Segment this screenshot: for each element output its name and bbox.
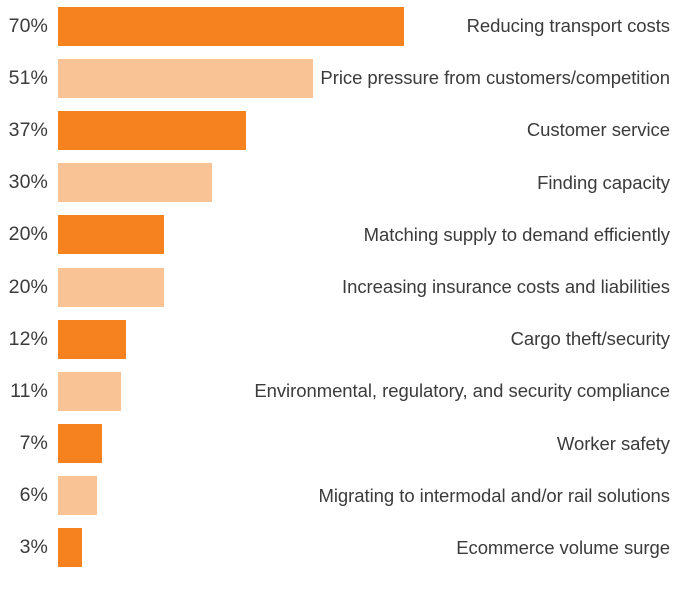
bar: [58, 371, 121, 411]
chart-row: 7% Worker safety: [0, 418, 689, 470]
chart-row: 37% Customer service: [0, 104, 689, 156]
bar: [58, 163, 212, 203]
bar: [58, 424, 102, 464]
bar-category-label: Cargo theft/security: [510, 328, 670, 350]
bar-track: Worker safety: [58, 418, 689, 470]
bar-track: Customer service: [58, 104, 689, 156]
bar-value-label: 51%: [8, 66, 48, 89]
chart-row: 6% Migrating to intermodal and/or rail s…: [0, 470, 689, 522]
bar-category-label: Price pressure from customers/competitio…: [320, 67, 670, 89]
bar-category-label: Environmental, regulatory, and security …: [254, 380, 670, 402]
bar: [58, 215, 164, 255]
bar-value-label: 11%: [10, 379, 48, 402]
bar-track: Matching supply to demand efficiently: [58, 209, 689, 261]
bar-value-label: 37%: [8, 118, 48, 141]
chart-row: 20% Increasing insurance costs and liabi…: [0, 261, 689, 313]
bar-value-label: 3%: [19, 536, 48, 559]
bar: [58, 58, 313, 98]
bar: [58, 476, 97, 516]
chart-row: 20% Matching supply to demand efficientl…: [0, 209, 689, 261]
bar-track: Environmental, regulatory, and security …: [58, 365, 689, 417]
chart-row: 3% Ecommerce volume surge: [0, 522, 689, 574]
bar-track: Increasing insurance costs and liabiliti…: [58, 261, 689, 313]
chart-row: 11% Environmental, regulatory, and secur…: [0, 365, 689, 417]
bar: [58, 267, 164, 307]
bar-track: Migrating to intermodal and/or rail solu…: [58, 470, 689, 522]
bar-value-label: 7%: [19, 432, 48, 455]
bar-value-label: 70%: [8, 14, 48, 37]
chart-row: 12% Cargo theft/security: [0, 313, 689, 365]
bar-value-label: 12%: [8, 327, 48, 350]
bar-track: Cargo theft/security: [58, 313, 689, 365]
bar-value-label: 6%: [19, 484, 48, 507]
bar-track: Ecommerce volume surge: [58, 522, 689, 574]
bar-category-label: Migrating to intermodal and/or rail solu…: [318, 484, 671, 506]
bar: [58, 528, 83, 568]
bar-category-label: Matching supply to demand efficiently: [363, 223, 670, 245]
bar-value-label: 20%: [8, 223, 48, 246]
bar-track: Reducing transport costs: [58, 0, 689, 52]
bar-category-label: Ecommerce volume surge: [456, 536, 670, 558]
bar: [58, 319, 126, 359]
bar: [58, 110, 246, 150]
bar-value-label: 20%: [8, 275, 48, 298]
bar: [58, 6, 404, 46]
chart-row: 30% Finding capacity: [0, 157, 689, 209]
bar-category-label: Customer service: [526, 119, 670, 141]
chart-row: 70% Reducing transport costs: [0, 0, 689, 52]
bar-category-label: Reducing transport costs: [466, 15, 670, 37]
chart-row: 51% Price pressure from customers/compet…: [0, 52, 689, 104]
bar-category-label: Finding capacity: [537, 171, 670, 193]
bar-category-label: Worker safety: [556, 432, 670, 454]
bar-track: Finding capacity: [58, 157, 689, 209]
bar-value-label: 30%: [8, 171, 48, 194]
bar-track: Price pressure from customers/competitio…: [58, 52, 689, 104]
bar-category-label: Increasing insurance costs and liabiliti…: [342, 276, 670, 298]
